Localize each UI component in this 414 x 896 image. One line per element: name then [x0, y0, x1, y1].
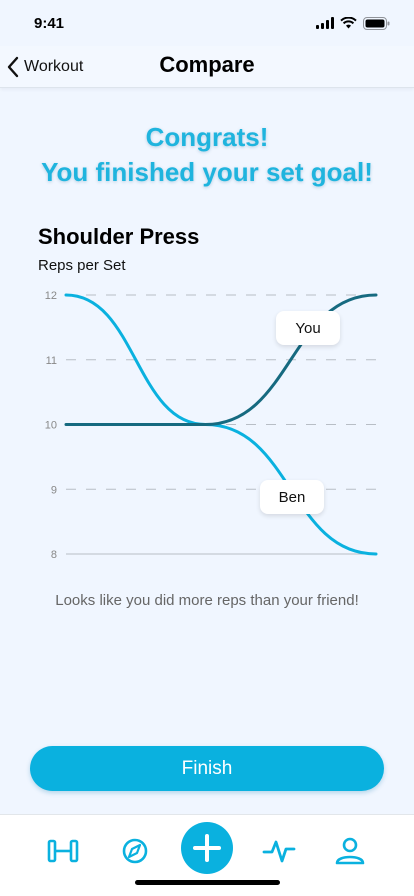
congrats-line-2: You finished your set goal! [41, 157, 373, 187]
add-tab[interactable] [181, 822, 233, 874]
y-tick-label: 8 [51, 549, 57, 561]
back-button[interactable]: Workout [6, 52, 83, 82]
chart-subtitle: Reps per Set [38, 257, 126, 274]
dumbbell-icon [47, 839, 79, 863]
battery-icon [363, 16, 390, 30]
status-icons [316, 16, 390, 30]
compass-icon [122, 838, 148, 864]
series-label-you: You [276, 311, 340, 345]
finish-button[interactable]: Finish [30, 746, 384, 791]
congrats-line-1: Congrats! [145, 122, 269, 152]
signal-icon [316, 17, 334, 29]
series-label-ben: Ben [260, 480, 324, 514]
status-bar: 9:41 [0, 0, 414, 46]
page-title: Compare [159, 52, 255, 77]
wifi-icon [340, 17, 357, 29]
plus-icon [193, 834, 221, 862]
comparison-summary: Looks like you did more reps than your f… [55, 592, 359, 609]
y-tick-label: 11 [46, 355, 57, 367]
person-icon [335, 837, 365, 865]
home-indicator [135, 880, 280, 885]
workouts-tab[interactable] [45, 833, 81, 869]
exercise-title: Shoulder Press [38, 224, 200, 249]
nav-bar: Workout Compare [0, 46, 414, 88]
explore-tab[interactable] [117, 833, 153, 869]
profile-tab[interactable] [332, 833, 368, 869]
y-tick-label: 9 [51, 484, 57, 496]
y-tick-label: 10 [45, 420, 57, 432]
status-time: 9:41 [34, 14, 65, 32]
pulse-icon [262, 840, 296, 863]
chevron-left-icon [7, 56, 19, 78]
activity-tab[interactable] [261, 833, 297, 869]
chart-canvas: 12 11 10 9 8 [45, 290, 378, 561]
back-label: Workout [24, 58, 84, 75]
congrats-message: Congrats! You finished your set goal! [0, 120, 414, 190]
reps-comparison-chart: 12 11 10 9 8 You Ben [0, 280, 414, 570]
y-tick-label: 12 [45, 290, 57, 302]
